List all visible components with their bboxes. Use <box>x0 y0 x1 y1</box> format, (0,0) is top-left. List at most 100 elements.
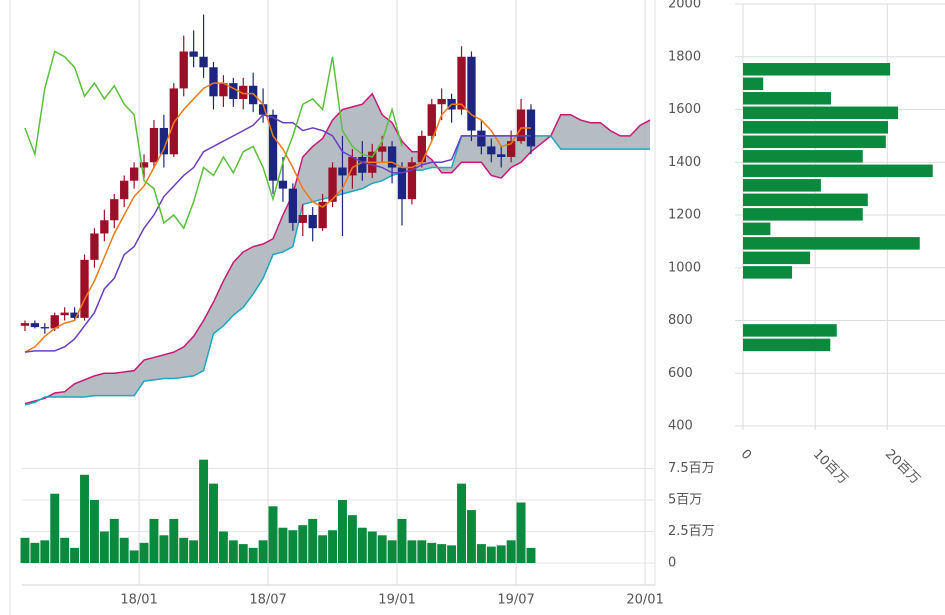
candle-body <box>288 188 298 223</box>
profile-x-tick-label: 0 <box>738 447 754 463</box>
volume-bar <box>387 540 397 563</box>
y-tick-label: 600 <box>668 366 693 381</box>
candle-body <box>199 56 208 68</box>
candle-body <box>169 88 178 155</box>
volume-bar <box>218 531 228 563</box>
volume-bar <box>457 483 466 563</box>
profile-bar <box>743 251 811 265</box>
profile-bar <box>743 135 886 149</box>
y-tick-label: 5百万 <box>668 493 702 508</box>
profile-bar <box>743 208 863 221</box>
candle-body <box>139 162 149 168</box>
profile-bar <box>743 106 899 120</box>
volume-bar <box>89 500 99 563</box>
profile-bar <box>743 338 831 352</box>
x-tick-label: 19/07 <box>497 593 534 608</box>
x-tick-label: 18/01 <box>120 593 157 608</box>
y-tick-label: 1200 <box>668 208 701 223</box>
volume-bar <box>149 518 159 563</box>
candle-body <box>40 327 49 329</box>
candle-body <box>308 215 317 229</box>
volume-bar <box>486 546 496 563</box>
candle-body <box>249 85 258 105</box>
candle-body <box>318 201 327 229</box>
volume-bar <box>119 537 129 563</box>
volume-bar <box>169 518 179 563</box>
profile-bar <box>743 237 920 250</box>
volume-bar <box>209 483 218 563</box>
volume-bar <box>437 544 447 563</box>
candle-body <box>149 127 159 163</box>
y-tick-label: 0 <box>668 556 676 571</box>
volume-bar <box>516 502 526 563</box>
candle-body <box>179 51 188 89</box>
volume-bar <box>466 510 476 563</box>
cloud-span-line <box>24 92 651 405</box>
candle-body <box>129 167 139 181</box>
volume-bar <box>248 547 258 563</box>
candle-body <box>358 156 367 173</box>
candle-body <box>278 180 288 189</box>
volume-bar <box>506 540 516 563</box>
profile-bar <box>743 63 891 76</box>
candle-body <box>159 127 169 155</box>
indicator-line <box>24 82 531 353</box>
volume-bar <box>109 518 119 563</box>
candle-body <box>457 56 466 110</box>
volume-bar <box>367 531 377 563</box>
y-tick-label: 1800 <box>668 49 701 64</box>
volume-bar <box>318 535 328 563</box>
profile-bar <box>743 121 889 134</box>
y-tick-label: 2.5百万 <box>668 524 715 539</box>
volume-bar <box>159 535 169 563</box>
candle-body <box>239 85 248 99</box>
profile-bar <box>743 266 793 279</box>
profile-bar <box>743 179 821 192</box>
volume-bar <box>50 493 60 563</box>
candle-body <box>189 51 198 57</box>
volume-bar <box>278 527 288 563</box>
y-tick-label: 400 <box>668 419 693 434</box>
volume-bar <box>526 547 536 563</box>
y-tick-label: 1400 <box>668 155 701 170</box>
profile-bar <box>743 150 863 163</box>
candle-body <box>258 104 268 115</box>
candle-body <box>20 323 30 326</box>
profile-bar <box>743 164 933 178</box>
volume-bar <box>258 540 268 563</box>
candle-body <box>497 154 506 157</box>
volume-bar <box>40 540 50 563</box>
cloud-span-line <box>24 135 651 406</box>
candle-body <box>487 146 496 155</box>
x-tick-label: 18/07 <box>249 593 286 608</box>
volume-bar <box>129 550 139 563</box>
volume-bar <box>496 545 506 563</box>
candle-body <box>407 162 417 200</box>
profile-x-tick-label: 10百万 <box>810 447 851 488</box>
x-tick-label: 20/01 <box>626 593 663 608</box>
candle-body <box>219 83 228 97</box>
candle-body <box>30 323 40 328</box>
volume-bar <box>99 531 109 563</box>
candle-body <box>387 146 397 168</box>
candle-body <box>120 180 129 200</box>
candle-body <box>477 130 486 147</box>
volume-bar <box>20 537 30 563</box>
volume-bar <box>377 535 387 563</box>
volume-bar <box>268 506 278 563</box>
volume-bar <box>199 459 209 563</box>
y-tick-label: 1600 <box>668 102 701 117</box>
y-tick-label: 1000 <box>668 260 701 275</box>
candle-body <box>338 167 347 176</box>
volume-bar <box>308 518 318 563</box>
candle-body <box>437 98 446 105</box>
candle-body <box>506 141 516 157</box>
profile-bar <box>743 92 832 105</box>
volume-bar <box>338 500 347 563</box>
candle-body <box>467 56 476 131</box>
profile-bar <box>743 193 868 207</box>
volume-bar <box>179 537 189 563</box>
indicator-line <box>24 50 403 230</box>
volume-bar <box>298 525 308 563</box>
